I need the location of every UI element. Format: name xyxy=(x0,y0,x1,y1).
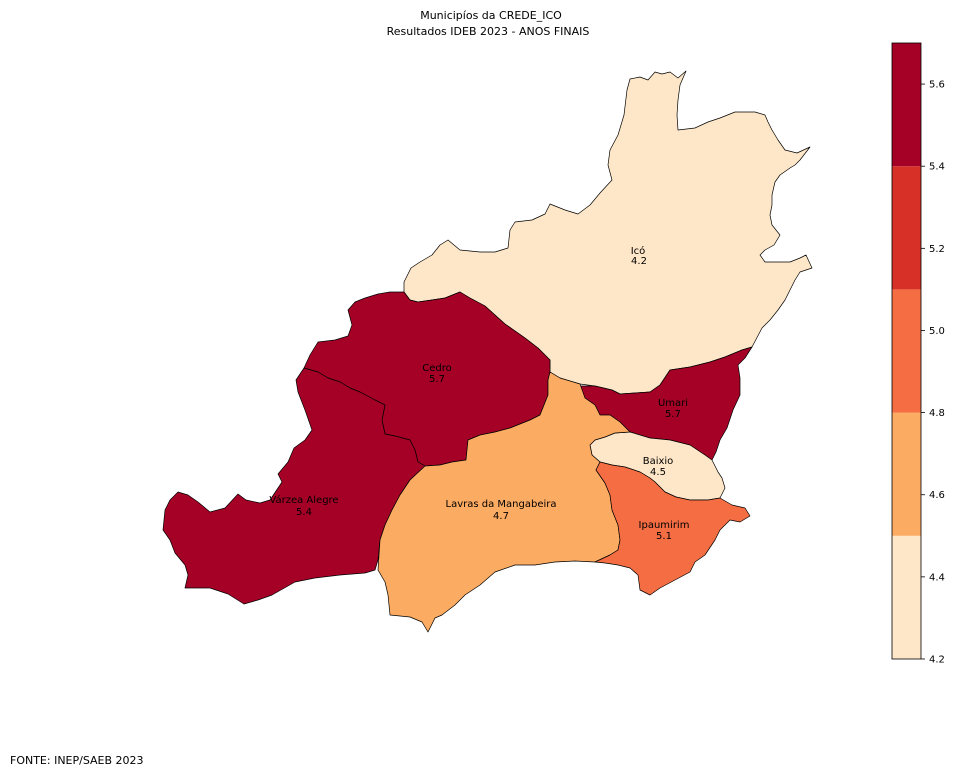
label-cedro-name: Cedro xyxy=(422,363,452,374)
colorbar-bin xyxy=(892,166,921,290)
colorbar-tick-label: 4.6 xyxy=(929,490,945,501)
label-umari-value: 5.7 xyxy=(665,409,681,420)
colorbar-tick-label: 5.0 xyxy=(929,326,945,337)
label-baixio-name: Baixio xyxy=(643,456,674,467)
map-title: Municipíos da CREDE_ICO xyxy=(420,9,562,22)
label-varzea-alegre-value: 5.4 xyxy=(296,507,312,518)
region-lavras-da-mangabeira[interactable] xyxy=(377,371,631,633)
region-ipaumirim[interactable] xyxy=(594,461,751,596)
label-ipaumirim-name: Ipaumirim xyxy=(639,520,690,531)
colorbar-tick-label: 4.8 xyxy=(929,408,945,419)
label-ico-value: 4.2 xyxy=(631,256,647,267)
label-umari-name: Umari xyxy=(658,398,688,409)
colorbar-tick-label: 5.6 xyxy=(929,80,945,91)
colorbar: 4.2 4.4 4.6 4.8 5.0 5.2 5.4 5.6 xyxy=(891,42,945,666)
colorbar-bin xyxy=(892,535,921,659)
label-varzea-alegre-name: Várzea Alegre xyxy=(269,494,338,506)
label-lavras-name: Lavras da Mangabeira xyxy=(446,499,557,510)
label-baixio-value: 4.5 xyxy=(650,467,666,478)
label-ipaumirim-value: 5.1 xyxy=(656,531,672,542)
colorbar-frame xyxy=(891,42,922,660)
colorbar-tick-label: 4.2 xyxy=(929,655,945,666)
colorbar-tick-label: 4.4 xyxy=(929,572,945,583)
colorbar-bin xyxy=(892,43,921,167)
label-lavras-value: 4.7 xyxy=(493,511,509,522)
colorbar-tick-label: 5.4 xyxy=(929,162,945,173)
colorbar-bin xyxy=(892,289,921,413)
map-subtitle: Resultados IDEB 2023 - ANOS FINAIS xyxy=(387,25,590,38)
label-cedro-value: 5.7 xyxy=(429,374,445,385)
colorbar-bin xyxy=(892,412,921,536)
colorbar-tick-label: 5.2 xyxy=(929,244,945,255)
region-varzea-alegre[interactable] xyxy=(162,367,426,605)
source-note: FONTE: INEP/SAEB 2023 xyxy=(10,754,144,767)
label-ico-name: Icó xyxy=(631,245,646,257)
